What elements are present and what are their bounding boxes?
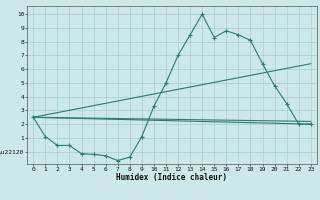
X-axis label: Humidex (Indice chaleur): Humidex (Indice chaleur) <box>116 173 228 182</box>
